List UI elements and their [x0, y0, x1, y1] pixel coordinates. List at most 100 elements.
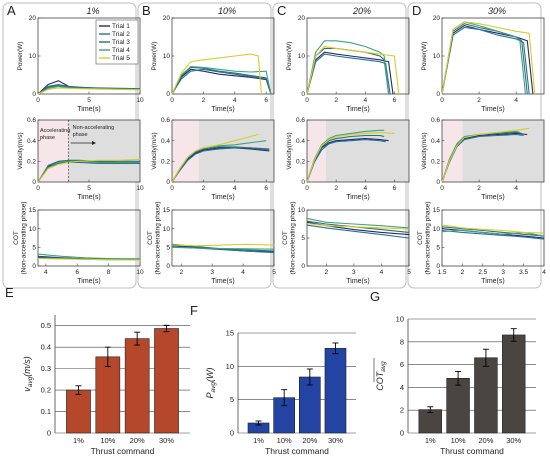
x-axis-label: Time(s): [77, 106, 100, 113]
x-tick-label: 6: [393, 185, 397, 192]
y-axis-label-line: Power(W): [286, 42, 293, 71]
y-tick-label: 10: [163, 226, 171, 233]
y-axis-label: Power(W): [17, 42, 24, 71]
line-chart-C-power: 0 2 4 6 0 10 20 Time(s) Power(W): [286, 15, 410, 113]
series-line-trial-2: [306, 53, 391, 95]
series-line-trial-5: [171, 133, 259, 183]
x-tick-label: 30%: [159, 436, 174, 445]
x-axis-label: Time(s): [211, 194, 234, 201]
y-tick-label: 0: [32, 179, 36, 186]
plot-frame: [306, 209, 410, 267]
bar-30pct: [154, 328, 179, 434]
panel-letter: D: [412, 3, 421, 18]
x-axis-label: Time(s): [77, 278, 100, 285]
y-axis-label-line: COT: [282, 231, 289, 245]
x-tick-label: 30%: [506, 436, 521, 445]
y-axis-label-line: (Non-accelerating phase): [425, 202, 432, 275]
panel-letter: F: [190, 303, 198, 318]
x-tick-label: 5: [87, 185, 91, 192]
y-tick-label: 0.2: [27, 159, 36, 166]
accelerating-phase-label: phase: [40, 135, 55, 141]
series-line-trial-4: [306, 217, 410, 229]
x-tick-label: 10: [136, 97, 144, 104]
y-tick-label: 0: [230, 429, 234, 438]
panel-letter: G: [370, 289, 380, 304]
y-axis-label-line: COT: [147, 231, 154, 245]
y-tick-label: 5: [32, 245, 36, 252]
y-axis-label-main: COT: [375, 370, 385, 391]
x-tick-label: 2: [334, 97, 338, 104]
series-line-trial-4: [306, 40, 390, 95]
x-tick-label: 6: [264, 97, 268, 104]
line-chart-C-velocity: 0 2 4 6 0 0.2 0.4 0.6 Time(s) Velocity(m/s): [286, 117, 410, 201]
series-line-trial-5: [441, 21, 536, 95]
y-tick-label: 0.4: [27, 138, 36, 145]
x-axis-label: Time(s): [346, 278, 369, 285]
x-tick-label: 1%: [425, 436, 436, 445]
series-line-trial-1: [171, 68, 272, 95]
y-tick-label: 0: [301, 179, 305, 186]
series-line-trial-3: [171, 66, 272, 95]
x-axis-label: Time(s): [346, 106, 369, 113]
y-axis-label-sub: avg: [210, 382, 217, 393]
y-tick-label: 5: [301, 235, 305, 242]
x-tick-label: 4: [233, 185, 237, 192]
y-axis-label-line: COT: [13, 231, 20, 245]
legend-label-trial-2: Trial 2: [112, 31, 130, 38]
y-tick-label: 0: [301, 263, 305, 270]
x-tick-label: 10%: [100, 436, 115, 445]
bar-30pct: [324, 348, 347, 434]
x-tick-label: 6: [75, 269, 79, 276]
x-axis-label: Time(s): [481, 278, 504, 285]
y-tick-label: 10: [226, 362, 234, 371]
bar-1pct: [66, 389, 91, 434]
y-axis-label: Pavg(W): [205, 368, 217, 399]
x-tick-label: 1%: [253, 436, 264, 445]
panel-letter: A: [7, 3, 16, 18]
line-chart-B-cot: 2 3 4 5 0 5 10 15 Time(s) COT(Non-accelerating ph…: [147, 202, 276, 285]
y-tick-label: 15: [163, 207, 171, 214]
y-tick-label: 0: [32, 263, 36, 270]
bar-1pct: [418, 409, 442, 434]
x-tick-label: 4: [380, 269, 384, 276]
y-tick-label: 10: [163, 53, 171, 60]
x-axis-label: Time(s): [481, 106, 504, 113]
line-chart-A-velocity: 0 5 10 0 0.2 0.4 0.6 Time(s) Velocity(m/s): [17, 117, 144, 201]
legend-label-trial-1: Trial 1: [112, 23, 130, 30]
series-line-trial-5: [171, 243, 275, 247]
y-tick-label: 0.2: [161, 159, 170, 166]
x-tick-label: 10: [136, 269, 144, 276]
legend-label-trial-3: Trial 3: [112, 39, 130, 46]
x-tick-label: 2.5: [478, 269, 487, 276]
bar-20pct: [124, 338, 150, 434]
series-line-trial-2: [306, 139, 386, 183]
non-accelerating-phase-shade: [68, 120, 140, 182]
series-line-trial-2: [441, 229, 545, 240]
x-tick-label: 5: [272, 269, 276, 276]
accelerating-phase-shade: [38, 120, 69, 182]
x-tick-label: 4: [363, 97, 367, 104]
x-tick-label: 2: [179, 269, 183, 276]
x-tick-label: 2: [324, 269, 328, 276]
y-tick-label: 0.2: [41, 386, 51, 395]
y-tick-label: 0.2: [296, 159, 305, 166]
series-line-trial-5: [37, 158, 141, 183]
series-line-trial-3: [441, 23, 528, 95]
x-tick-label: 2: [461, 269, 465, 276]
series-line-trial-5: [37, 257, 141, 261]
y-tick-label: 0: [400, 429, 404, 438]
line-chart-A-power: 0 5 10 0 10 20 Time(s) Power(W): [17, 15, 144, 113]
y-axis-label: Power(W): [151, 42, 158, 71]
y-tick-label: 20: [163, 15, 171, 22]
x-tick-label: 5: [87, 97, 91, 104]
y-axis-label-line: COT: [417, 231, 424, 245]
x-tick-label: 20%: [130, 436, 145, 445]
bar-30pct: [502, 334, 526, 434]
y-tick-label: 10: [29, 226, 37, 233]
y-tick-label: 0.6: [296, 117, 305, 124]
plot-frame: [306, 119, 410, 183]
y-tick-label: 0: [436, 179, 440, 186]
x-tick-label: 4: [514, 185, 518, 192]
x-tick-label: 0: [440, 97, 444, 104]
